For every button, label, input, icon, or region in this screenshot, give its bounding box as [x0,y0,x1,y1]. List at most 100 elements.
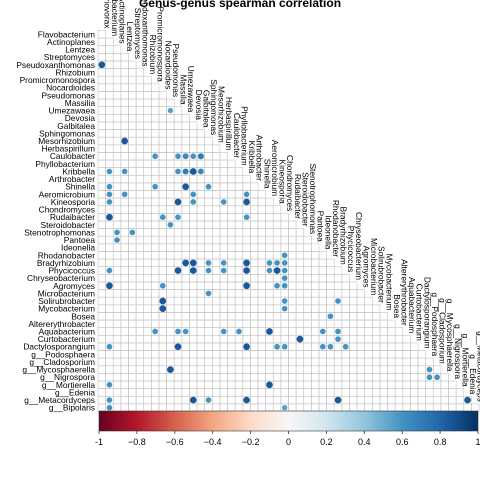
grid-cell [417,388,426,397]
grid-cell [295,365,305,374]
grid-cell [181,373,190,382]
grid-cell [326,319,335,328]
column-label-stenotrophomonas: Stenotrophomonas [308,163,318,234]
grid-cell [196,365,205,374]
grid-cell [227,334,236,344]
grid-cell [379,334,388,344]
grid-cell [128,304,137,313]
grid-cell [295,289,305,298]
grid-cell [341,274,350,283]
grid-cell [303,373,312,382]
grid-cell [364,380,373,389]
grid-cell [250,182,259,191]
grid-cell [280,373,289,382]
grid-cell [234,266,244,275]
grid-cell [288,228,297,237]
grid-cell [372,373,381,382]
grid-cell [105,129,114,138]
grid-cell [204,136,213,146]
grid-cell [257,334,266,344]
column-label-g-mycosphaerella: g__Mycosphaerella [445,299,455,372]
grid-cell [372,380,381,389]
grid-cell [356,350,365,359]
grid-cell [173,304,183,313]
grid-cell [112,121,122,130]
grid-cell [135,68,145,77]
grid-cell [97,213,106,222]
grid-cell [265,373,274,382]
grid-cell [158,334,167,344]
grid-cell [303,342,312,351]
grid-cell [219,342,228,351]
grid-cell [242,373,251,382]
grid-cell [128,144,137,153]
grid-cell [303,235,312,245]
grid-cell [341,403,350,412]
grid-cell [379,350,388,359]
cell-chryseobacterium-chondromyces [281,275,288,281]
grid-cell [196,243,205,252]
grid-cell [143,403,152,412]
grid-cell [196,220,205,229]
grid-cell [425,395,434,405]
grid-cell [97,144,106,153]
grid-cell [112,304,122,313]
grid-cell [212,182,221,191]
grid-cell [105,136,114,146]
cell-g-bipolaris-flavobacterium [106,404,113,411]
grid-cell [311,289,320,298]
grid-cell [288,296,297,306]
grid-cell [204,388,213,397]
grid-cell [349,281,358,290]
grid-cell [196,327,205,336]
grid-cell [288,342,297,351]
grid-cell [120,53,129,62]
grid-cell [204,205,213,214]
grid-cell [234,319,244,328]
grid-cell [189,296,198,306]
row-label-stenotrophomonas: Stenotrophomonas [24,227,95,237]
grid-cell [257,395,266,405]
grid-cell [326,403,335,412]
grid-cell [219,296,228,306]
grid-cell [417,365,426,374]
grid-cell [227,190,236,199]
grid-cell [333,388,343,397]
grid-cell [455,403,465,412]
grid-cell [189,327,198,336]
grid-cell [128,274,137,283]
cell-kineosporia-herbaspirillum [220,199,227,205]
grid-cell [394,403,404,412]
grid-cell [280,312,289,321]
grid-cell [234,182,244,191]
grid-cell [189,403,198,412]
grid-cell [128,350,137,359]
grid-cell [341,380,350,389]
grid-cell [402,334,411,344]
grid-cell [196,228,205,237]
grid-cell [166,167,175,176]
grid-cell [112,266,122,275]
grid-cell [189,129,198,138]
grid-cell [120,83,129,92]
column-label-g-cladosporium: g__Cladosporium [438,298,448,364]
grid-cell [227,342,236,351]
cell-phycicoccus-chondromyces [281,267,288,274]
grid-cell [204,296,213,306]
grid-cell [234,334,244,344]
grid-cell [135,388,145,397]
grid-cell [227,281,236,290]
grid-cell [189,312,198,321]
cell-mycobacterium-chondromyces [281,305,288,312]
cell-stenotrophomonas-actinoplanes [114,229,120,236]
grid-cell [257,274,266,283]
grid-cell [97,296,106,306]
grid-cell [250,190,259,199]
grid-cell [394,365,404,374]
grid-cell [97,75,106,85]
grid-cell [120,289,129,298]
grid-cell [265,243,274,252]
grid-cell [143,243,152,252]
grid-cell [135,304,145,313]
cell-g-mortierella-flavobacterium [106,382,113,388]
